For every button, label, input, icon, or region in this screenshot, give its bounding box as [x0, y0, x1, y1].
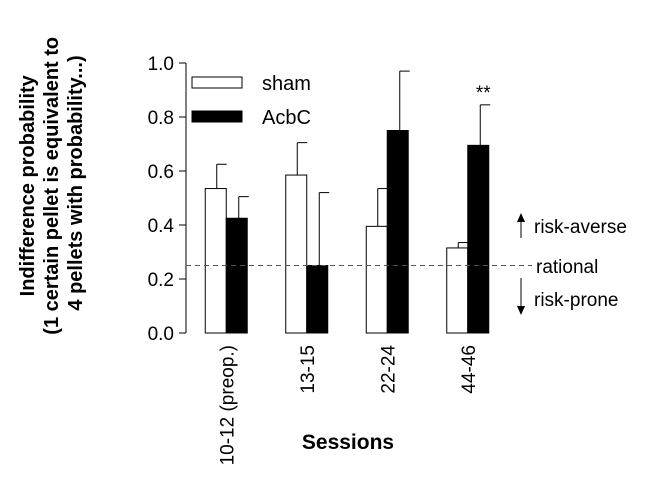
legend-label-acbc: AcbC: [262, 107, 311, 129]
y-axis-title-line-2: (1 certain pellet is equivalent to: [41, 37, 63, 335]
legend-swatch-acbc: [191, 110, 243, 123]
legend: sham AcbC: [191, 73, 311, 129]
bar-sham-1: [285, 174, 308, 334]
y-tick-label-3: 0.6: [148, 162, 174, 183]
bar-sham-0: [204, 188, 227, 334]
y-tick-label-0: 0.0: [148, 324, 174, 345]
plot-area: 0.0 0.2 0.4 0.6 0.8 1.0 10-12 (preop.) 13-15 22-…: [148, 54, 532, 465]
bar-acbc-3: [467, 144, 490, 334]
x-tick-label-2: 22-24: [378, 345, 399, 394]
y-axis-title-line-1: Indifference probability: [17, 74, 39, 296]
legend-label-sham: sham: [262, 73, 311, 95]
x-tick-label-3: 44-46: [459, 345, 480, 394]
risk-annotations: risk-averse rational risk-prone: [517, 213, 627, 315]
bar-sham-3: [446, 247, 469, 334]
y-tick-label-5: 1.0: [148, 54, 174, 75]
y-tick-label-4: 0.8: [148, 108, 174, 129]
y-tick-label-1: 0.2: [148, 270, 174, 291]
y-axis-title-line-3: 4 pellets with probability...): [65, 55, 87, 310]
significance-marker-0: **: [476, 83, 491, 104]
y-axis-title: Indifference probability (1 certain pell…: [17, 31, 87, 334]
bar-sham-2: [365, 225, 388, 334]
bar-acbc-0: [225, 217, 248, 334]
bar-acbc-1: [306, 265, 329, 334]
bar-acbc-2: [386, 130, 409, 334]
y-tick-label-2: 0.4: [148, 216, 175, 237]
x-tick-label-0: 10-12 (preop.): [217, 345, 238, 465]
risk-averse-arrowhead: [517, 213, 525, 222]
risk-prone-arrowhead: [517, 306, 525, 315]
x-tick-label-1: 13-15: [298, 345, 319, 394]
legend-swatch-sham: [191, 76, 243, 89]
risk-averse-label: risk-averse: [534, 217, 627, 238]
rational-label: rational: [536, 257, 598, 278]
risk-prone-label: risk-prone: [534, 290, 618, 311]
x-axis-title: Sessions: [302, 431, 394, 454]
